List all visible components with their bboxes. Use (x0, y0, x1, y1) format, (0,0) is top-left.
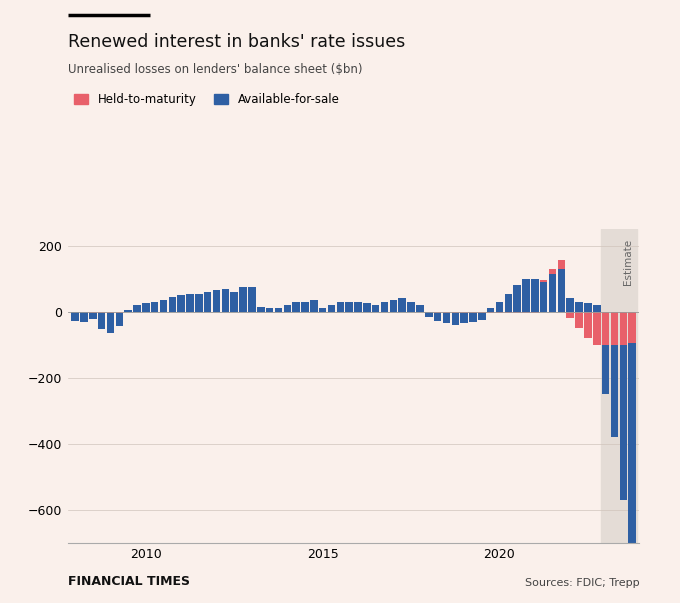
Bar (628, 312, 636, 343)
Bar (151, 302, 158, 312)
Bar (593, 312, 600, 345)
Bar (469, 312, 477, 314)
Bar (310, 300, 318, 312)
Bar (513, 285, 521, 312)
Bar (619, 312, 627, 345)
Bar (124, 310, 132, 312)
Bar (231, 292, 238, 312)
Bar (301, 302, 309, 312)
Bar (540, 282, 547, 312)
Text: FINANCIAL TIMES: FINANCIAL TIMES (68, 575, 190, 588)
Bar (71, 312, 79, 321)
Bar (337, 302, 344, 312)
Bar (142, 303, 150, 312)
Bar (601, 229, 636, 543)
Bar (239, 287, 247, 312)
Bar (89, 312, 97, 319)
Bar (195, 294, 203, 312)
Bar (602, 312, 609, 345)
Bar (107, 313, 114, 333)
Text: Sources: FDIC; Trepp: Sources: FDIC; Trepp (524, 578, 639, 588)
Bar (434, 312, 441, 321)
Bar (611, 345, 618, 437)
Bar (133, 305, 141, 312)
Bar (98, 312, 105, 313)
Bar (160, 300, 167, 312)
Bar (292, 302, 300, 312)
Text: Unrealised losses on lenders' balance sheet ($bn): Unrealised losses on lenders' balance sh… (68, 63, 362, 77)
Bar (425, 312, 432, 317)
Bar (416, 305, 424, 312)
Bar (469, 314, 477, 321)
Bar (505, 294, 512, 312)
Bar (460, 314, 468, 323)
Bar (584, 303, 592, 312)
Bar (80, 312, 88, 322)
Bar (275, 308, 282, 312)
Bar (584, 312, 592, 338)
Bar (531, 279, 539, 312)
Text: Renewed interest in banks' rate issues: Renewed interest in banks' rate issues (68, 33, 405, 51)
Bar (284, 305, 291, 312)
Bar (363, 303, 371, 312)
Bar (354, 302, 362, 312)
Bar (186, 294, 194, 312)
Bar (372, 305, 379, 312)
Bar (107, 312, 114, 313)
Text: Estimate: Estimate (623, 239, 632, 285)
Bar (619, 345, 627, 500)
Bar (257, 307, 265, 312)
Bar (487, 308, 494, 312)
Bar (266, 308, 273, 312)
Bar (478, 314, 486, 320)
Bar (566, 298, 574, 312)
Bar (116, 312, 123, 326)
Bar (549, 269, 556, 274)
Bar (452, 314, 459, 325)
Bar (248, 287, 256, 312)
Bar (452, 312, 459, 314)
Bar (345, 302, 353, 312)
Bar (443, 312, 450, 313)
Bar (381, 302, 388, 312)
Bar (522, 279, 530, 312)
Bar (628, 343, 636, 558)
Bar (177, 295, 185, 312)
Bar (540, 280, 547, 282)
Bar (558, 269, 565, 312)
Bar (602, 345, 609, 394)
Bar (328, 305, 335, 312)
Bar (390, 300, 397, 312)
Bar (611, 312, 618, 345)
Bar (496, 302, 503, 312)
Bar (169, 297, 176, 312)
Bar (566, 312, 574, 318)
Bar (204, 292, 211, 312)
Bar (478, 312, 486, 314)
Bar (222, 289, 229, 312)
Bar (407, 302, 415, 312)
Bar (549, 274, 556, 312)
Bar (593, 305, 600, 312)
Legend: Held-to-maturity, Available-for-sale: Held-to-maturity, Available-for-sale (74, 93, 339, 106)
Bar (98, 313, 105, 329)
Bar (319, 308, 326, 312)
Bar (460, 312, 468, 314)
Bar (398, 298, 406, 312)
Bar (575, 302, 583, 312)
Bar (487, 312, 494, 313)
Bar (213, 290, 220, 312)
Bar (443, 313, 450, 323)
Bar (575, 312, 583, 328)
Bar (558, 260, 565, 269)
